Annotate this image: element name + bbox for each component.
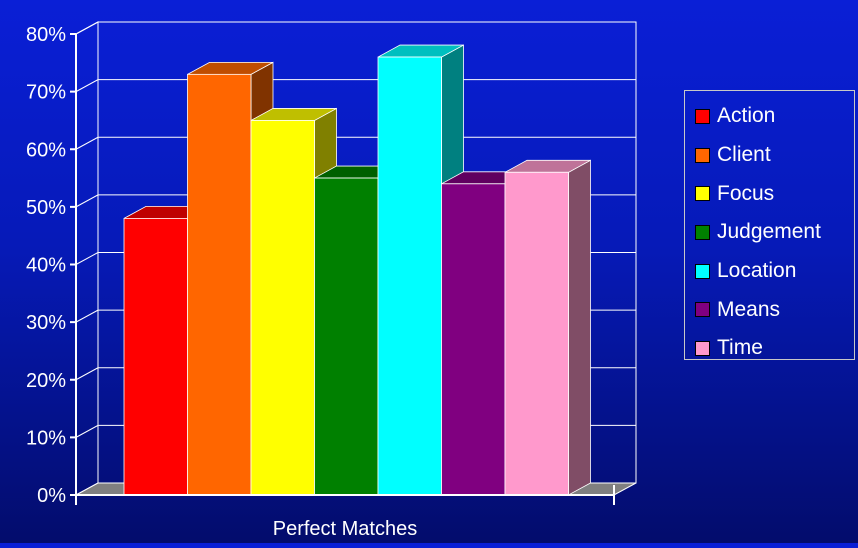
legend-item: Client [695, 136, 854, 175]
bar-time [504, 159, 591, 496]
legend-swatch [695, 108, 710, 124]
y-tick-label: 20% [26, 370, 66, 392]
legend-label: Judgement [717, 220, 821, 244]
gridline-side [75, 136, 99, 150]
legend-label: Focus [717, 181, 775, 205]
legend-label: Time [717, 336, 763, 360]
legend-label: Action [717, 104, 776, 128]
bar-front [441, 183, 506, 496]
legend: Action Client Focus Judgement Location Means T… [684, 90, 855, 360]
legend-item: Means [695, 290, 854, 329]
y-tick-label: 60% [26, 139, 66, 161]
legend-swatch [695, 186, 710, 202]
y-axis-tick-labels: 0% 10% 20% 30% 40% 50% 60% 70% 80% [26, 24, 66, 507]
bars [123, 44, 591, 496]
legend-item: Location [695, 252, 854, 291]
bar-front [250, 120, 315, 496]
y-tick-label: 70% [26, 82, 66, 104]
y-tick-label: 80% [26, 24, 66, 46]
y-tick-label: 30% [26, 312, 66, 334]
gridline-side [75, 252, 99, 265]
legend-item: Judgement [695, 213, 854, 252]
axes [70, 33, 615, 505]
gridline-side [75, 309, 99, 323]
legend-swatch [695, 224, 710, 240]
gridline-side [75, 194, 99, 208]
gridline-side [75, 367, 99, 381]
bar-side [568, 159, 591, 496]
y-tick-label: 10% [26, 427, 66, 449]
legend-swatch [695, 263, 710, 279]
y-tick-label: 40% [26, 255, 66, 277]
bar-front [314, 177, 379, 496]
bar-front [187, 73, 252, 496]
legend-swatch [695, 340, 710, 356]
bar-front [377, 56, 442, 496]
legend-item: Time [695, 329, 854, 368]
gridline-side [75, 79, 99, 93]
legend-item: Action [695, 97, 854, 136]
y-tick-label: 0% [37, 485, 66, 507]
bar-front [123, 217, 188, 496]
legend-swatch [695, 302, 710, 318]
legend-label: Means [717, 297, 781, 321]
x-category-label: Perfect Matches [273, 518, 418, 540]
gridline-side [75, 424, 99, 438]
legend-item: Focus [695, 174, 854, 213]
gridline-side [75, 21, 99, 35]
y-tick-label: 50% [26, 197, 66, 219]
bar-front [504, 171, 569, 496]
legend-label: Client [717, 143, 771, 167]
legend-swatch [695, 147, 710, 163]
legend-label: Location [717, 259, 797, 283]
